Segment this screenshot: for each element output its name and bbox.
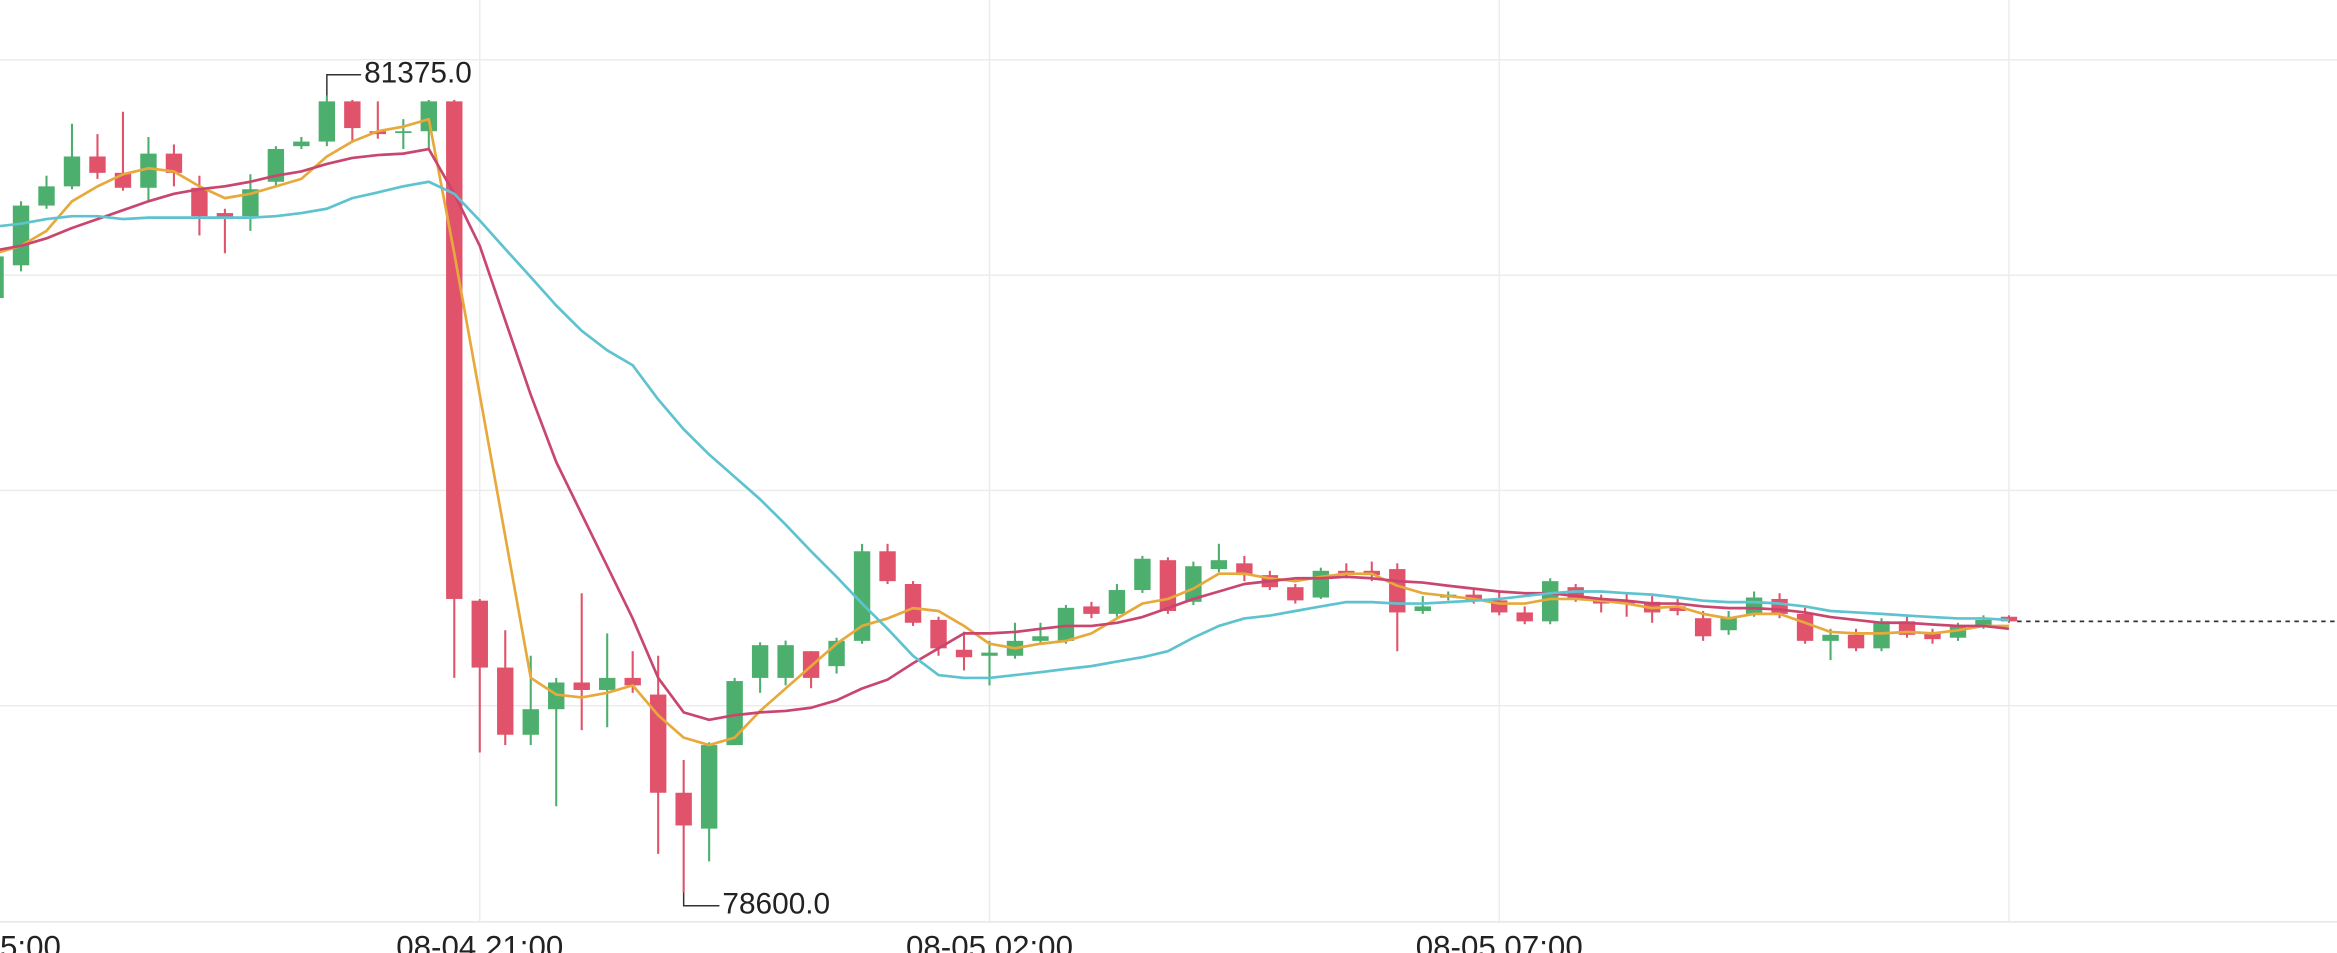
candle-body bbox=[267, 149, 285, 182]
candle-body bbox=[1822, 634, 1839, 641]
candle-body bbox=[1796, 613, 1814, 641]
candle-body bbox=[1542, 581, 1559, 622]
candle-body bbox=[1414, 606, 1431, 612]
candle-body bbox=[344, 101, 361, 129]
candle-body bbox=[1694, 618, 1712, 637]
candle-body bbox=[191, 187, 208, 217]
candle-body bbox=[573, 682, 590, 690]
candle-body bbox=[1083, 606, 1100, 614]
candle-body bbox=[777, 645, 794, 678]
candle-body bbox=[1720, 616, 1737, 631]
candle-body bbox=[1287, 587, 1304, 601]
candle-body bbox=[1847, 634, 1865, 649]
candle-body bbox=[216, 213, 234, 218]
candle-body bbox=[930, 619, 947, 649]
candle-body bbox=[38, 186, 55, 206]
x-tick-label: 08-05 02:00 bbox=[906, 930, 1073, 953]
candle-body bbox=[1134, 558, 1151, 591]
ma-line bbox=[0, 180, 2010, 680]
candle-body bbox=[89, 156, 106, 173]
candle-body bbox=[1771, 598, 1788, 614]
candle-body bbox=[293, 141, 310, 147]
candle-body bbox=[904, 584, 922, 623]
candle-body bbox=[879, 551, 896, 582]
candle-body bbox=[1236, 563, 1253, 576]
candle-body bbox=[1745, 597, 1763, 614]
x-tick-label: 08-05 07:00 bbox=[1416, 930, 1583, 953]
candle-body bbox=[318, 101, 336, 142]
candle-body bbox=[242, 189, 259, 217]
ma-line bbox=[0, 147, 2010, 722]
candle-body bbox=[1949, 625, 1967, 638]
candle-body bbox=[1159, 560, 1177, 612]
candle-body bbox=[1567, 587, 1584, 599]
ma-line bbox=[0, 117, 2009, 747]
candle-body bbox=[1057, 607, 1075, 641]
candle-body bbox=[751, 645, 769, 678]
candle-body bbox=[420, 101, 437, 132]
candle-body bbox=[63, 156, 81, 187]
candle-body bbox=[497, 667, 514, 735]
candle-body bbox=[599, 677, 616, 690]
candle-body bbox=[0, 256, 4, 299]
candle-body bbox=[624, 677, 641, 686]
candle-body bbox=[726, 681, 743, 746]
candle-body bbox=[471, 600, 488, 668]
candle-body bbox=[1873, 621, 1890, 649]
candle-body bbox=[1516, 612, 1533, 622]
candle-body bbox=[522, 709, 539, 735]
high-connector bbox=[326, 74, 362, 96]
x-tick-label: 08-04 21:00 bbox=[396, 930, 563, 953]
candle-body bbox=[1032, 636, 1049, 641]
candle-body bbox=[1389, 569, 1406, 613]
candle-body bbox=[1924, 633, 1941, 640]
x-tick-label: 5:00 bbox=[0, 930, 61, 953]
candle-body bbox=[1465, 594, 1482, 601]
candle-body bbox=[955, 649, 973, 658]
candle-body bbox=[1975, 619, 1992, 626]
low-label: 78600.0 bbox=[722, 888, 830, 921]
candle-body bbox=[1210, 560, 1228, 570]
candle-body bbox=[395, 131, 412, 134]
candle-body bbox=[1108, 590, 1126, 614]
candle-body bbox=[12, 205, 30, 266]
candle-body bbox=[1185, 566, 1202, 602]
candle-body bbox=[1669, 606, 1686, 612]
high-label: 81375.0 bbox=[364, 57, 472, 90]
candle-body bbox=[165, 153, 183, 173]
candle-body bbox=[140, 153, 157, 188]
candle-body bbox=[675, 792, 692, 826]
candle-body bbox=[981, 652, 998, 656]
candle-body bbox=[700, 745, 718, 829]
candle-body bbox=[853, 551, 871, 641]
candle-body bbox=[446, 101, 463, 599]
low-connector bbox=[682, 892, 720, 907]
